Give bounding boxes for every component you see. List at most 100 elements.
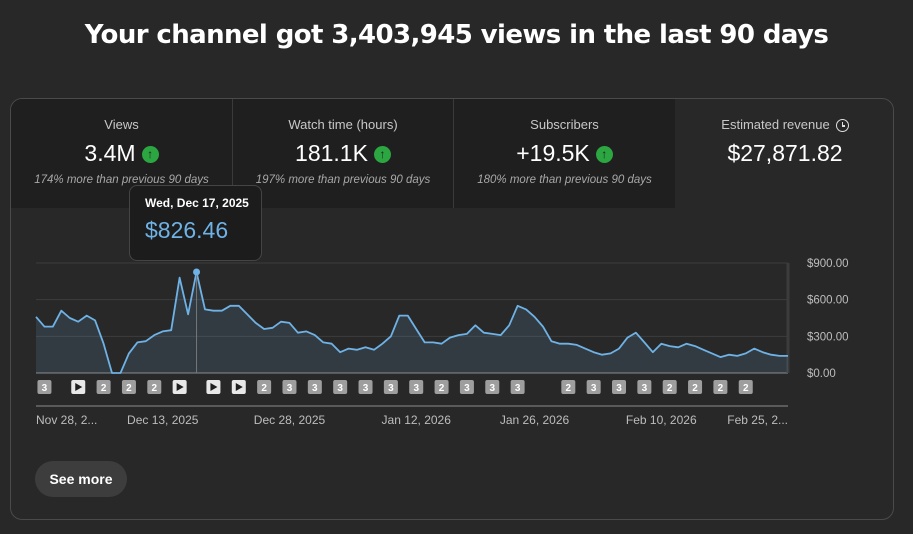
chart-tooltip: Wed, Dec 17, 2025 $826.46 bbox=[129, 185, 262, 261]
metric-comparison: 174% more than previous 90 days bbox=[34, 174, 209, 186]
annotation-marker: 3 bbox=[383, 380, 398, 394]
annotation-marker: 3 bbox=[307, 380, 322, 394]
marker-box bbox=[282, 380, 297, 394]
annotation-marker: 2 bbox=[561, 380, 576, 394]
x-tick-label: Dec 28, 2025 bbox=[254, 413, 326, 427]
play-icon bbox=[176, 383, 184, 391]
marker-box bbox=[121, 380, 136, 394]
marker-box bbox=[96, 380, 111, 394]
metric-tab-subscribers[interactable]: Subscribers +19.5K ↑ 180% more than previ… bbox=[454, 99, 675, 208]
marker-box bbox=[147, 380, 162, 394]
y-tick-label: $600.00 bbox=[807, 295, 849, 307]
tooltip-value: $826.46 bbox=[145, 217, 229, 243]
x-tick-label: Feb 10, 2026 bbox=[626, 413, 697, 427]
annotation-marker: 3 bbox=[409, 380, 424, 394]
metric-title: Views bbox=[104, 117, 139, 132]
marker-box bbox=[662, 380, 677, 394]
marker-box bbox=[637, 380, 652, 394]
annotation-marker bbox=[71, 380, 86, 394]
play-icon bbox=[235, 383, 243, 391]
marker-count: 2 bbox=[261, 383, 267, 394]
marker-count: 2 bbox=[152, 383, 158, 394]
arrow-up-icon: ↑ bbox=[595, 146, 613, 163]
metric-tabs: Views 3.4M ↑ 174% more than previous 90 d… bbox=[11, 99, 893, 208]
x-tick-label: Dec 13, 2025 bbox=[127, 413, 199, 427]
marker-count: 3 bbox=[642, 383, 648, 394]
annotation-marker bbox=[206, 380, 221, 394]
metric-tab-revenue[interactable]: Estimated revenue $27,871.82 bbox=[675, 99, 893, 208]
marker-count: 3 bbox=[413, 383, 419, 394]
marker-count: 3 bbox=[312, 383, 318, 394]
annotation-marker: 2 bbox=[121, 380, 136, 394]
marker-count: 3 bbox=[515, 383, 521, 394]
annotation-marker: 2 bbox=[257, 380, 272, 394]
x-tick-label: Jan 12, 2026 bbox=[382, 413, 452, 427]
marker-box bbox=[257, 380, 272, 394]
marker-box bbox=[510, 380, 525, 394]
marker-count: 3 bbox=[337, 383, 343, 394]
annotation-marker: 3 bbox=[485, 380, 500, 394]
annotation-marker: 3 bbox=[637, 380, 652, 394]
marker-box bbox=[358, 380, 373, 394]
marker-count: 2 bbox=[126, 383, 132, 394]
metric-value: $27,871.82 bbox=[727, 140, 843, 166]
marker-count: 3 bbox=[464, 383, 470, 394]
see-more-button[interactable]: See more bbox=[35, 461, 127, 497]
marker-box bbox=[434, 380, 449, 394]
marker-count: 2 bbox=[566, 383, 572, 394]
marker-count: 3 bbox=[388, 383, 394, 394]
x-tick-label: Feb 25, 2... bbox=[727, 413, 788, 427]
divider bbox=[453, 99, 454, 208]
annotation-marker: 3 bbox=[358, 380, 373, 394]
marker-box bbox=[738, 380, 753, 394]
y-tick-label: $0.00 bbox=[807, 368, 836, 380]
metric-title: Subscribers bbox=[530, 117, 599, 132]
annotation-marker: 3 bbox=[333, 380, 348, 394]
annotation-marker: 2 bbox=[738, 380, 753, 394]
marker-count: 2 bbox=[101, 383, 107, 394]
annotation-marker bbox=[172, 380, 187, 394]
tooltip-date: Wed, Dec 17, 2025 bbox=[145, 196, 249, 210]
marker-count: 3 bbox=[591, 383, 597, 394]
marker-box bbox=[688, 380, 703, 394]
marker-count: 2 bbox=[718, 383, 724, 394]
annotation-marker: 2 bbox=[688, 380, 703, 394]
marker-box bbox=[307, 380, 322, 394]
x-tick-label: Jan 26, 2026 bbox=[500, 413, 570, 427]
metric-value: 3.4M ↑ bbox=[11, 140, 232, 167]
metric-tab-watch-time[interactable]: Watch time (hours) 181.1K ↑ 197% more tha… bbox=[233, 99, 453, 208]
y-tick-label: $300.00 bbox=[807, 331, 849, 343]
annotation-marker: 3 bbox=[612, 380, 627, 394]
divider bbox=[232, 99, 233, 208]
marker-box bbox=[713, 380, 728, 394]
marker-count: 3 bbox=[287, 383, 293, 394]
annotation-marker: 2 bbox=[662, 380, 677, 394]
annotation-marker: 3 bbox=[586, 380, 601, 394]
marker-count: 2 bbox=[743, 383, 749, 394]
marker-count: 3 bbox=[489, 383, 495, 394]
highlight-point bbox=[193, 268, 201, 276]
metric-comparison: 180% more than previous 90 days bbox=[477, 174, 652, 186]
play-icon bbox=[210, 383, 218, 391]
marker-count: 3 bbox=[616, 383, 622, 394]
annotation-marker: 3 bbox=[459, 380, 474, 394]
marker-count: 2 bbox=[667, 383, 673, 394]
marker-box bbox=[485, 380, 500, 394]
annotation-marker: 2 bbox=[147, 380, 162, 394]
annotation-marker: 2 bbox=[713, 380, 728, 394]
metric-value: 181.1K ↑ bbox=[233, 140, 453, 167]
y-tick-label: $900.00 bbox=[807, 258, 849, 270]
marker-count: 2 bbox=[692, 383, 698, 394]
marker-count: 3 bbox=[363, 383, 369, 394]
annotation-marker: 2 bbox=[96, 380, 111, 394]
x-tick-label: Nov 28, 2... bbox=[36, 413, 97, 427]
annotation-marker: 3 bbox=[37, 380, 52, 394]
annotation-marker: 2 bbox=[434, 380, 449, 394]
marker-box bbox=[561, 380, 576, 394]
page-title: Your channel got 3,403,945 views in the … bbox=[84, 20, 829, 50]
revenue-line bbox=[35, 271, 788, 374]
annotation-marker: 3 bbox=[510, 380, 525, 394]
clock-icon bbox=[835, 119, 849, 132]
marker-box bbox=[612, 380, 627, 394]
marker-count: 3 bbox=[42, 383, 48, 394]
